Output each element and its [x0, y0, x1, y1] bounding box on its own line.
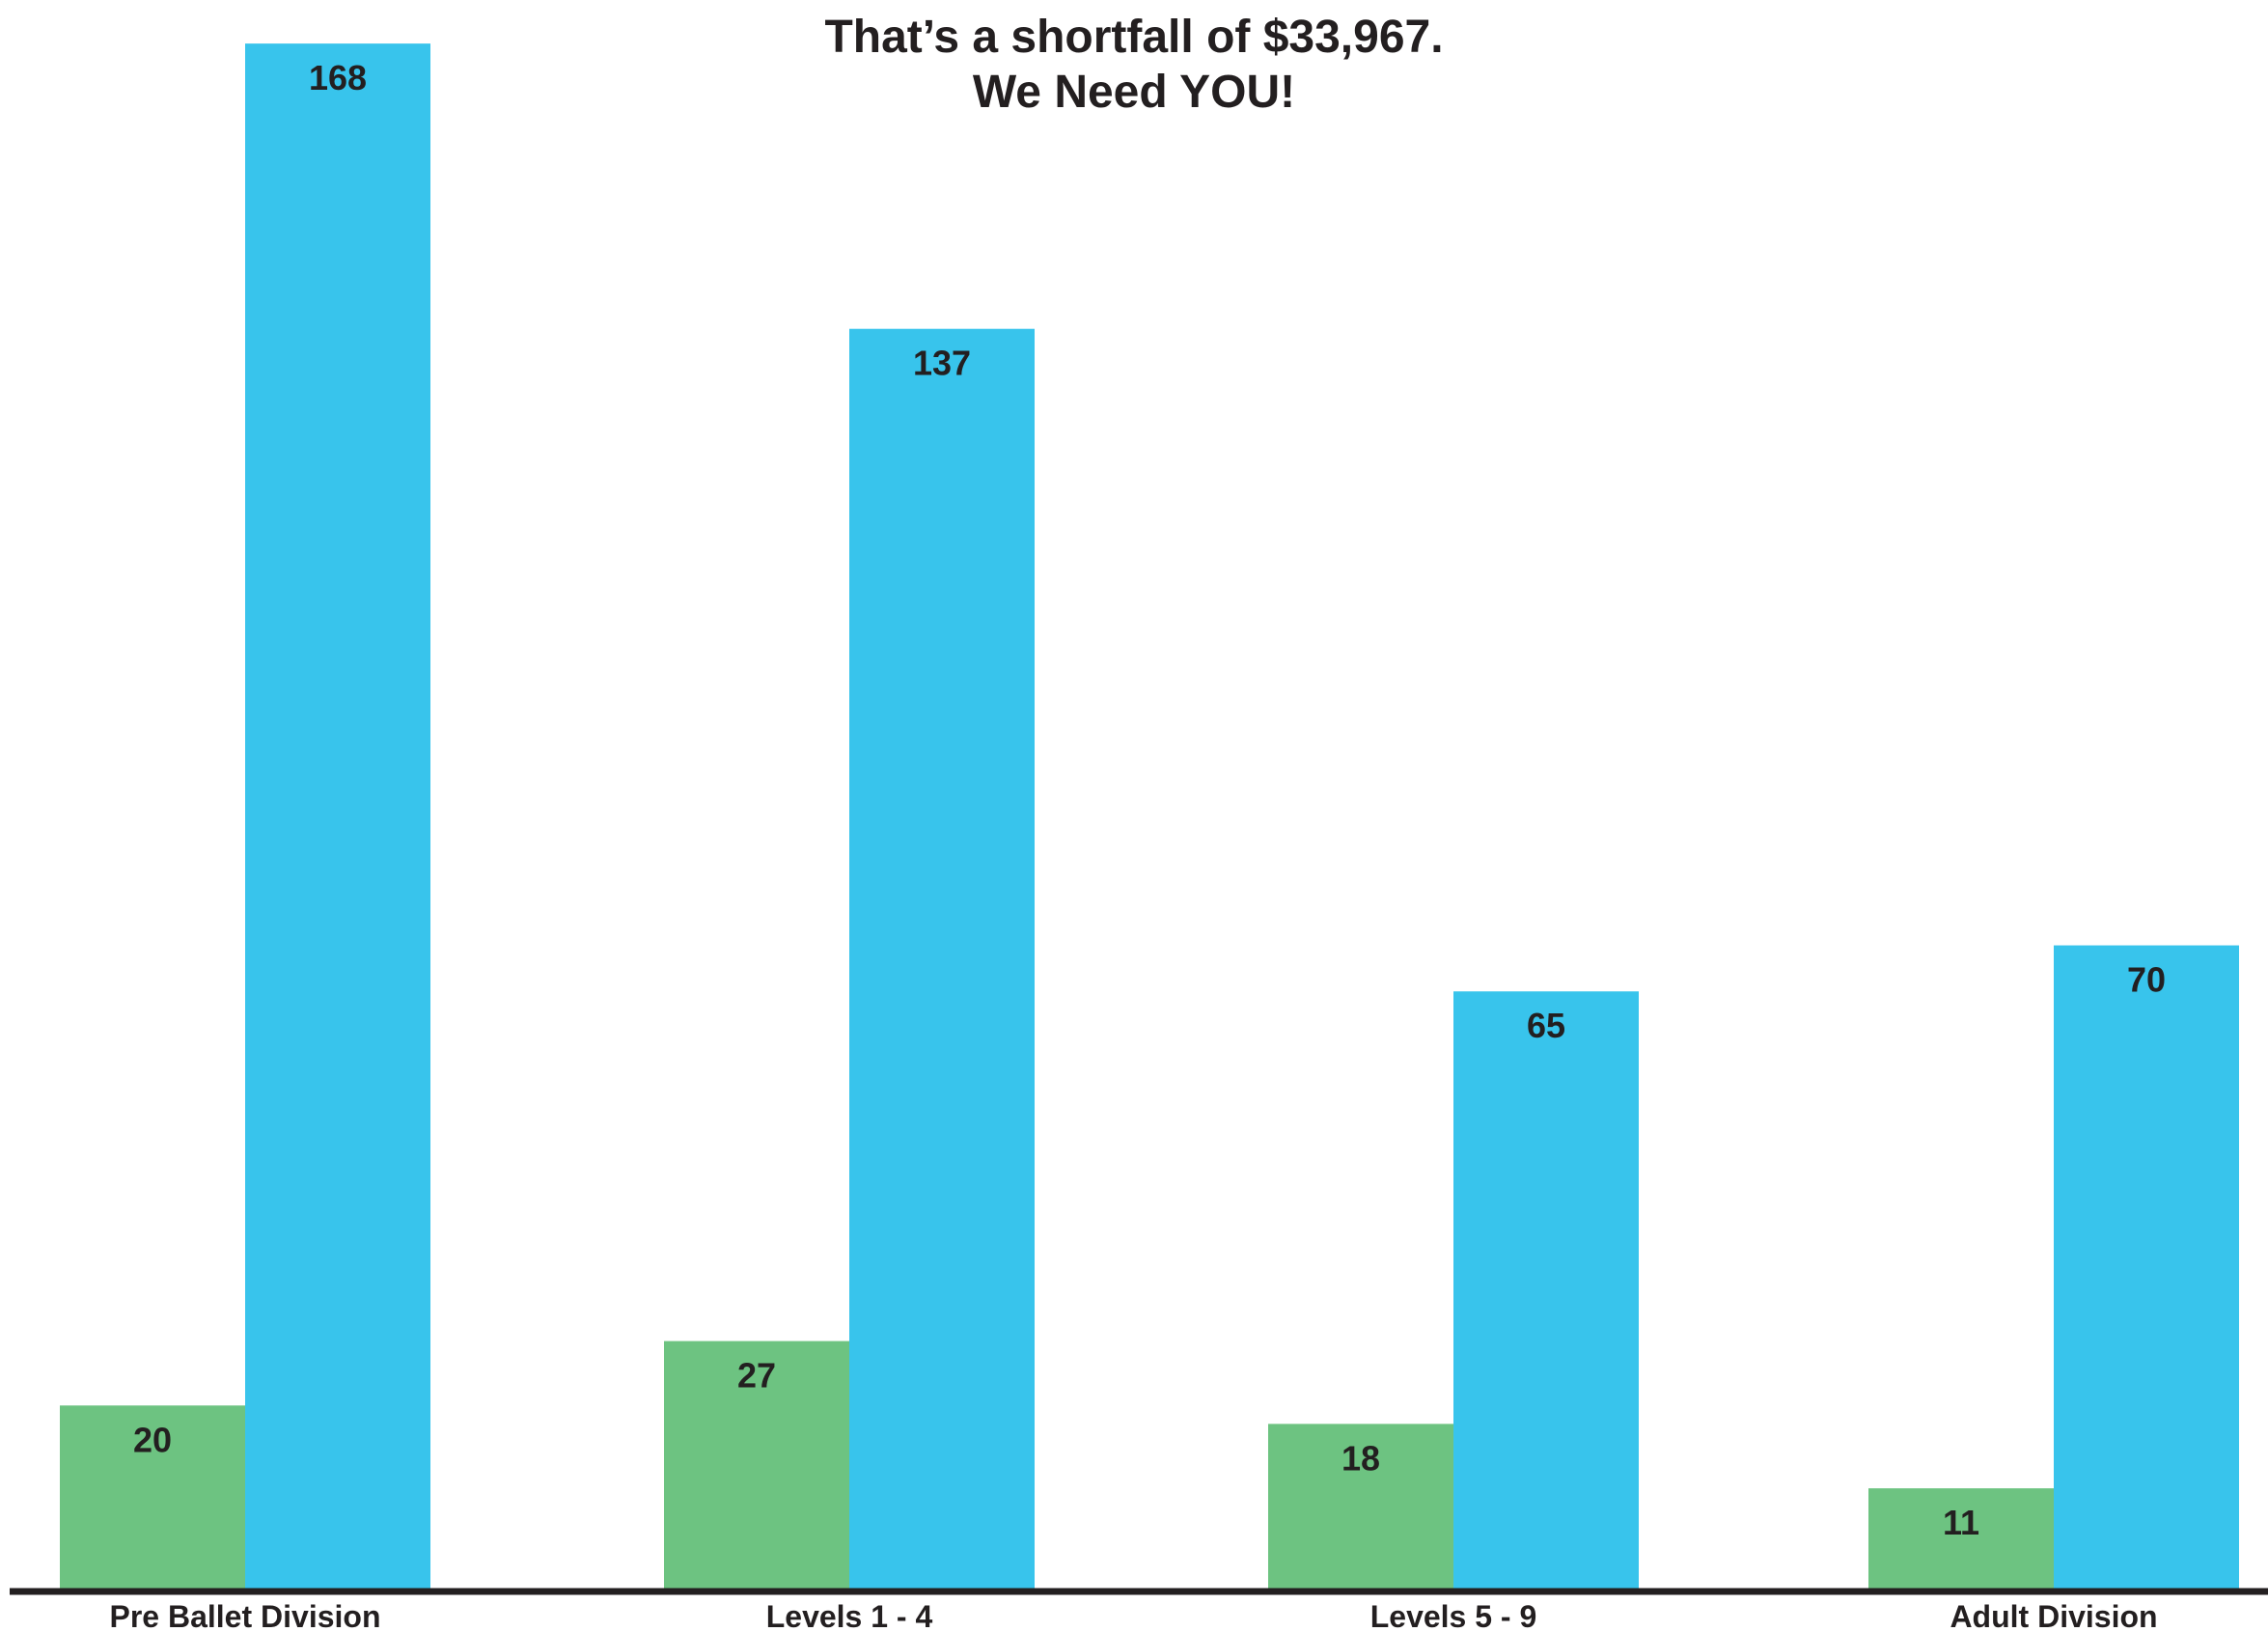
bar-series-2-1	[849, 328, 1035, 1590]
data-label-series-1-2: 18	[1341, 1438, 1380, 1478]
bar-series-1-0	[60, 1405, 245, 1590]
data-label-series-2-3: 70	[2127, 960, 2166, 1000]
bar-series-1-3	[1868, 1488, 2054, 1590]
data-label-series-2-0: 168	[309, 58, 367, 97]
x-tick-label-3: Adult Division	[1950, 1599, 2157, 1632]
x-tick-label-1: Levels 1 - 4	[766, 1599, 933, 1632]
data-label-series-1-0: 20	[133, 1420, 172, 1459]
data-label-series-2-1: 137	[913, 344, 971, 383]
bar-series-2-3	[2054, 945, 2239, 1590]
bar-series-2-0	[245, 43, 430, 1591]
x-tick-label-2: Levels 5 - 9	[1370, 1599, 1537, 1632]
chart-title-line-2: We Need YOU!	[972, 67, 1296, 118]
bar-series-1-1	[664, 1341, 849, 1590]
chart-title-line-1: That’s a shortfall of $33,967.	[824, 12, 1444, 63]
data-label-series-1-1: 27	[737, 1356, 776, 1396]
bar-series-2-2	[1453, 991, 1639, 1590]
bar-series-1-2	[1268, 1424, 1453, 1590]
data-label-series-2-2: 65	[1527, 1006, 1565, 1045]
x-tick-label-0: Pre Ballet Division	[110, 1599, 381, 1632]
data-label-series-1-3: 11	[1943, 1503, 1979, 1542]
